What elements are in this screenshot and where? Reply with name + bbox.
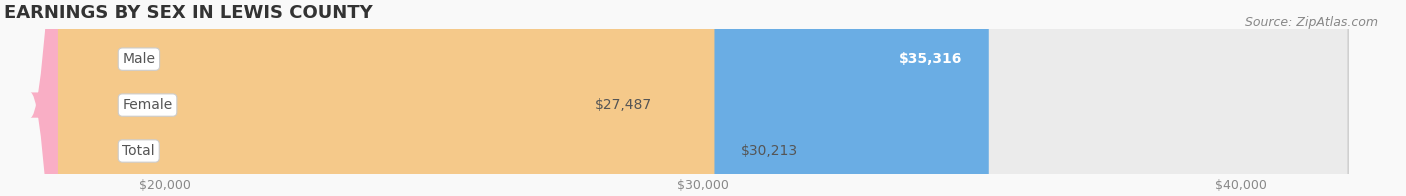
FancyBboxPatch shape <box>31 0 596 196</box>
FancyBboxPatch shape <box>58 0 714 196</box>
FancyBboxPatch shape <box>58 0 1348 196</box>
Text: Female: Female <box>122 98 173 112</box>
FancyBboxPatch shape <box>58 0 1348 196</box>
Text: Total: Total <box>122 144 155 158</box>
FancyBboxPatch shape <box>58 0 1348 196</box>
FancyBboxPatch shape <box>58 0 988 196</box>
Text: $30,213: $30,213 <box>741 144 799 158</box>
Text: Source: ZipAtlas.com: Source: ZipAtlas.com <box>1244 16 1378 29</box>
Text: Male: Male <box>122 52 156 66</box>
Text: $35,316: $35,316 <box>898 52 962 66</box>
Text: $27,487: $27,487 <box>595 98 652 112</box>
Text: EARNINGS BY SEX IN LEWIS COUNTY: EARNINGS BY SEX IN LEWIS COUNTY <box>4 4 373 22</box>
